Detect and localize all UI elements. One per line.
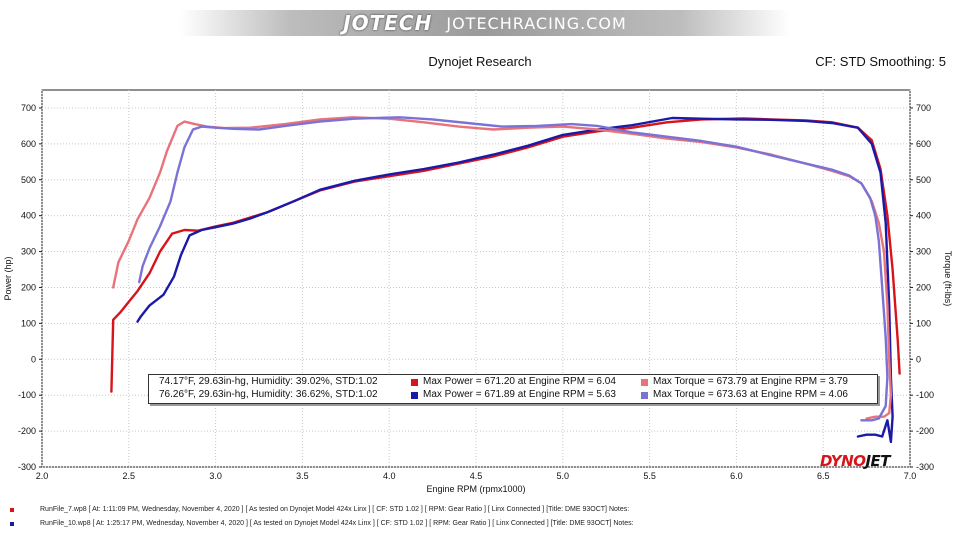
legend-conditions: 76.26°F, 29.63in-hg, Humidity: 36.62%, S… bbox=[159, 389, 378, 400]
legend-max-power: Max Power = 671.20 at Engine RPM = 6.04 bbox=[423, 376, 616, 387]
chart-legend: 74.17°F, 29.63in-hg, Humidity: 39.02%, S… bbox=[148, 374, 878, 404]
site-url: JOTECHRACING.COM bbox=[446, 13, 627, 33]
y-tick-label-left: -200 bbox=[18, 426, 36, 436]
series-line-torque-run10 bbox=[138, 116, 889, 422]
legend-row-run7: 74.17°F, 29.63in-hg, Humidity: 39.02%, S… bbox=[149, 376, 877, 389]
x-tick-label: 3.5 bbox=[296, 471, 309, 481]
x-tick-label: 4.5 bbox=[470, 471, 483, 481]
series-line-torque-run7 bbox=[112, 116, 893, 420]
x-tick-label: 2.5 bbox=[123, 471, 136, 481]
y-tick-label-left: 300 bbox=[21, 247, 36, 257]
x-tick-label: 6.0 bbox=[730, 471, 743, 481]
y-tick-label-right: -100 bbox=[916, 390, 934, 400]
y-tick-label-right: 400 bbox=[916, 211, 931, 221]
brand-dyno: DYNO bbox=[820, 452, 866, 470]
legend-max-torque: Max Torque = 673.63 at Engine RPM = 4.06 bbox=[653, 389, 848, 400]
y-tick-label-right: 300 bbox=[916, 247, 931, 257]
y-tick-label-right: 0 bbox=[916, 354, 921, 364]
legend-swatch-torque bbox=[641, 379, 648, 386]
header-banner: JOTECH JOTECHRACING.COM bbox=[180, 10, 790, 36]
footer-marker-run7 bbox=[10, 508, 14, 512]
y-tick-label-left: 200 bbox=[21, 282, 36, 292]
x-tick-label: 6.5 bbox=[817, 471, 830, 481]
legend-row-run10: 76.26°F, 29.63in-hg, Humidity: 36.62%, S… bbox=[149, 389, 877, 402]
y-tick-label-left: 0 bbox=[31, 354, 36, 364]
cf-info: CF: STD Smoothing: 5 bbox=[815, 54, 946, 69]
footer-run7: RunFile_7.wp8 [ At: 1:11:09 PM, Wednesda… bbox=[40, 506, 630, 513]
y-tick-label-left: 400 bbox=[21, 211, 36, 221]
legend-max-power: Max Power = 671.89 at Engine RPM = 5.63 bbox=[423, 389, 616, 400]
legend-max-torque: Max Torque = 673.79 at Engine RPM = 3.79 bbox=[653, 376, 848, 387]
x-tick-label: 7.0 bbox=[904, 471, 917, 481]
legend-swatch-power bbox=[411, 379, 418, 386]
footer-marker-run10 bbox=[10, 522, 14, 526]
y-tick-label-left: -100 bbox=[18, 390, 36, 400]
chart-title: Dynojet Research bbox=[428, 54, 532, 69]
brand-jet: JET bbox=[865, 452, 891, 470]
x-tick-label: 3.0 bbox=[209, 471, 222, 481]
y-tick-label-right: 100 bbox=[916, 318, 931, 328]
dynojet-logo: DYNOJET bbox=[820, 452, 891, 470]
y-tick-label-left: 600 bbox=[21, 139, 36, 149]
x-axis-title: Engine RPM (rpmx1000) bbox=[426, 484, 525, 494]
y-tick-label-right: 600 bbox=[916, 139, 931, 149]
x-tick-label: 5.0 bbox=[557, 471, 570, 481]
y-tick-label-right: -200 bbox=[916, 426, 934, 436]
y-tick-label-right: 700 bbox=[916, 103, 931, 113]
y-tick-label-left: 700 bbox=[21, 103, 36, 113]
jotech-logo: JOTECH bbox=[343, 11, 433, 35]
legend-swatch-power bbox=[411, 392, 418, 399]
y-tick-label-right: 500 bbox=[916, 175, 931, 185]
y-tick-label-left: -300 bbox=[18, 462, 36, 472]
footer-run10: RunFile_10.wp8 [ At: 1:25:17 PM, Wednesd… bbox=[40, 520, 634, 527]
legend-conditions: 74.17°F, 29.63in-hg, Humidity: 39.02%, S… bbox=[159, 376, 378, 387]
legend-swatch-torque bbox=[641, 392, 648, 399]
y-tick-label-left: 100 bbox=[21, 318, 36, 328]
y-tick-label-right: -300 bbox=[916, 462, 934, 472]
x-tick-label: 4.0 bbox=[383, 471, 396, 481]
y-tick-label-right: 200 bbox=[916, 282, 931, 292]
x-tick-label: 2.0 bbox=[36, 471, 49, 481]
y-tick-label-left: 500 bbox=[21, 175, 36, 185]
y-axis-title-left: Power (hp) bbox=[3, 256, 13, 300]
y-axis-title-right: Torque (ft-lbs) bbox=[943, 251, 953, 307]
x-tick-label: 5.5 bbox=[643, 471, 656, 481]
